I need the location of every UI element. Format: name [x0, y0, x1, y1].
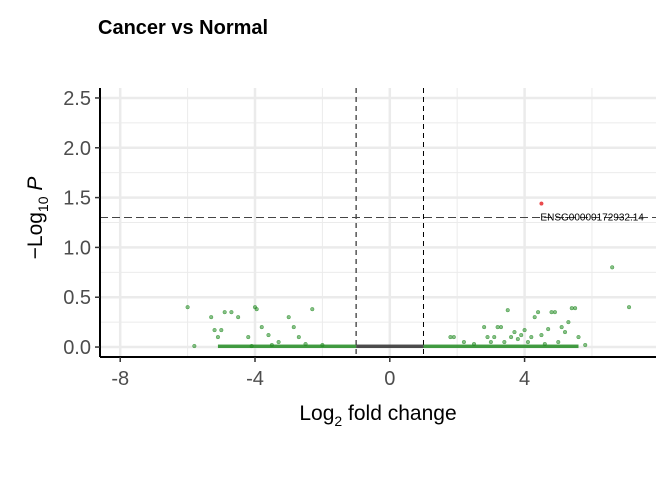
y-tick-label: 2.5	[63, 88, 91, 110]
data-point	[505, 308, 510, 313]
y-tick-label: 2.0	[63, 138, 91, 160]
data-point	[448, 335, 453, 340]
x-axis-label: Log2 fold change	[299, 402, 456, 429]
data-point	[254, 307, 259, 312]
x-tick-label: -4	[246, 368, 264, 390]
y-axis-label: −Log10 P	[24, 177, 51, 260]
y-tick-label: 1.5	[63, 188, 91, 210]
data-point	[269, 343, 274, 348]
data-point	[492, 335, 497, 340]
data-point	[576, 335, 581, 340]
chart-title: Cancer vs Normal	[98, 17, 268, 39]
data-point	[536, 310, 541, 315]
data-point	[529, 335, 534, 340]
x-axis-label-rest: fold change	[342, 402, 456, 425]
data-point	[627, 305, 632, 310]
data-point	[549, 310, 554, 315]
data-point	[515, 337, 520, 342]
data-point	[185, 305, 190, 310]
y-tick-label: 0.0	[63, 337, 91, 359]
data-point	[236, 315, 241, 320]
data-point	[502, 340, 507, 345]
x-tick-label: 4	[519, 368, 530, 390]
log2fc-points-band	[423, 344, 579, 349]
data-point	[532, 315, 537, 320]
y-axis-label-sub: 10	[35, 196, 51, 212]
data-point	[212, 328, 217, 333]
x-tick-label: 0	[384, 368, 395, 390]
data-point	[229, 310, 234, 315]
data-point	[451, 335, 456, 340]
data-point	[552, 310, 557, 315]
data-point	[610, 265, 615, 270]
data-point	[573, 306, 578, 311]
data-point	[259, 325, 264, 330]
data-point	[542, 342, 547, 347]
data-point	[249, 344, 254, 349]
data-point	[222, 310, 227, 315]
x-axis-label-sub: 2	[334, 413, 342, 429]
data-point	[192, 344, 197, 349]
data-point	[569, 306, 574, 311]
data-point	[246, 335, 251, 340]
data-point	[276, 340, 281, 345]
y-axis-label-rest: P	[24, 177, 47, 197]
axes: -8 -4 0 4 0.0 0.5 1.0 1.5 2.0 2.5	[63, 88, 656, 390]
x-tick-label: -8	[111, 368, 129, 390]
y-tick-label: 0.5	[63, 287, 91, 309]
data-point	[488, 340, 493, 345]
data-point	[556, 340, 561, 345]
data-point	[583, 343, 588, 348]
data-point	[539, 333, 544, 338]
data-point	[461, 340, 466, 345]
data-point	[320, 343, 325, 348]
data-point	[472, 342, 477, 347]
threshold-lines	[100, 88, 656, 357]
data-point	[512, 330, 517, 335]
data-point	[525, 340, 530, 345]
y-axis-label-main: −Log	[24, 212, 47, 259]
x-axis-label-main: Log	[299, 402, 334, 425]
data-point	[509, 335, 514, 340]
data-points: ENSG00000172932.14	[185, 201, 644, 349]
data-point	[546, 327, 551, 332]
data-point	[291, 325, 296, 330]
y-tick-label: 1.0	[63, 237, 91, 259]
log2fc-points-band	[217, 344, 357, 349]
data-point	[482, 325, 487, 330]
data-point	[209, 315, 214, 320]
data-point	[310, 307, 315, 312]
data-point	[485, 335, 490, 340]
data-point	[303, 342, 308, 347]
data-point	[519, 333, 524, 338]
data-point	[495, 325, 500, 330]
data-point	[219, 328, 224, 333]
data-point	[566, 320, 571, 325]
ns-points-band	[356, 344, 424, 349]
significant-point	[539, 201, 544, 206]
data-point	[498, 325, 503, 330]
data-point	[286, 315, 291, 320]
data-point	[559, 325, 564, 330]
data-point	[522, 328, 527, 333]
data-point	[563, 330, 568, 335]
gene-label: ENSG00000172932.14	[540, 213, 644, 224]
data-point	[266, 333, 271, 338]
data-point	[296, 335, 301, 340]
data-point	[215, 335, 220, 340]
